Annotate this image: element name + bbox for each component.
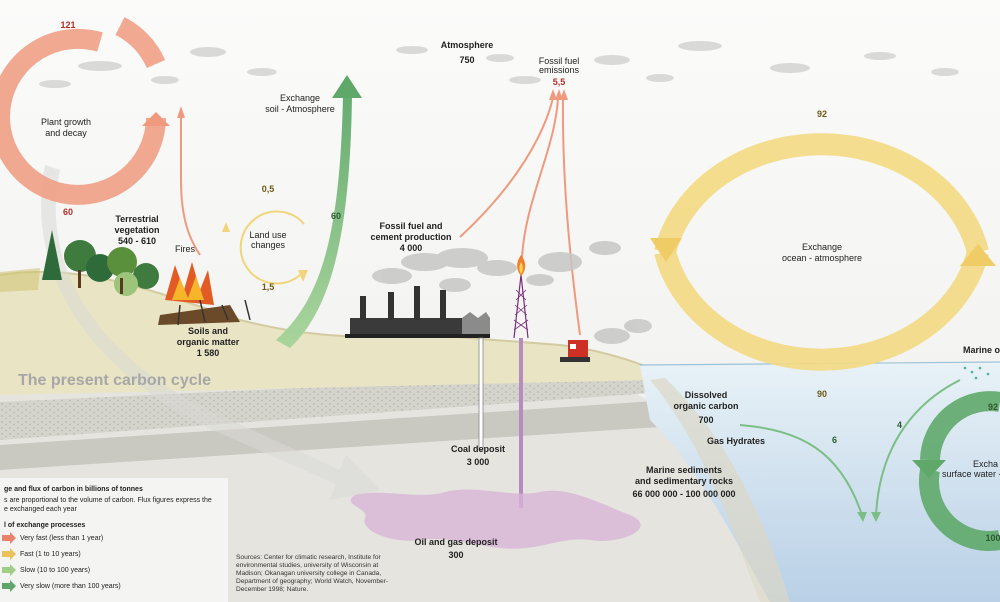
legend-line-3: e exchanged each year bbox=[4, 506, 77, 513]
fossil-emissions-label-1: Fossil fuel bbox=[539, 56, 580, 66]
truck bbox=[560, 340, 590, 362]
legend-section: l of exchange processes bbox=[4, 522, 85, 529]
gas-hydrates-label: Gas Hydrates bbox=[707, 436, 765, 446]
ocean-flux-arrowheads bbox=[857, 512, 881, 522]
soils-value: 1 580 bbox=[197, 348, 220, 358]
marine-sediments-label-1: Marine sediments bbox=[646, 465, 722, 475]
fossil-emission-arrowheads bbox=[549, 89, 568, 100]
sources-line-3: Madison; Okanagan university college in … bbox=[236, 570, 381, 577]
ocean bbox=[640, 362, 1000, 602]
diagram-title: The present carbon cycle bbox=[18, 372, 211, 389]
legend: ge and flux of carbon in billions of ton… bbox=[0, 478, 228, 602]
coal-label: Coal deposit bbox=[451, 444, 505, 454]
dissolved-label-2: organic carbon bbox=[673, 401, 738, 411]
fire-emission-arrow bbox=[177, 106, 201, 256]
land-use-cycle-arrow bbox=[222, 210, 308, 285]
terrestrial-label-2: vegetation bbox=[114, 225, 159, 235]
ocean-exchange-bottom-value: 90 bbox=[817, 389, 827, 399]
flux-4: 4 bbox=[897, 420, 902, 430]
soil-atmosphere-exchange-arrow bbox=[276, 75, 362, 348]
continental-slope bbox=[650, 378, 790, 602]
legend-swatch-0 bbox=[2, 532, 16, 544]
legend-line-2: s are proportional to the volume of carb… bbox=[4, 497, 212, 504]
land-use-bottom-value: 1,5 bbox=[262, 282, 275, 292]
oil-derrick bbox=[513, 255, 529, 339]
surface-exchange-label-1: Excha bbox=[973, 459, 998, 469]
ocean-flux-arrows bbox=[739, 379, 961, 516]
fossil-production-value: 4 000 bbox=[400, 243, 423, 253]
legend-item-label-1: Fast (1 to 10 years) bbox=[20, 551, 81, 558]
ocean-exchange-label-2: ocean - atmosphere bbox=[782, 253, 862, 263]
atmosphere-label: Atmosphere bbox=[441, 40, 494, 50]
soils-label-2: organic matter bbox=[177, 337, 240, 347]
atmosphere-value: 750 bbox=[459, 55, 474, 65]
fossil-production-label-2: cement production bbox=[370, 232, 451, 242]
oil-gas-value: 300 bbox=[448, 550, 463, 560]
fossil-emissions-value: 5,5 bbox=[553, 77, 566, 87]
surface-exchange-bottom-value: 100 bbox=[985, 533, 1000, 543]
plant-growth-cycle-arrow bbox=[0, 17, 170, 205]
plankton-dots bbox=[963, 366, 990, 380]
legend-swatch-3 bbox=[2, 580, 16, 592]
ocean-exchange-top-value: 92 bbox=[817, 109, 827, 119]
soil-exchange-label-2: soil - Atmosphere bbox=[265, 104, 335, 114]
fossil-emissions-label-2: emissions bbox=[539, 65, 580, 75]
legend-item-label-0: Very fast (less than 1 year) bbox=[20, 535, 103, 542]
land-use-label-2: changes bbox=[251, 240, 286, 250]
coal-pipe bbox=[478, 337, 484, 451]
legend-item-label-2: Slow (10 to 100 years) bbox=[20, 567, 90, 574]
plant-cycle-top-value: 121 bbox=[60, 20, 75, 30]
surface-water-exchange-arrow bbox=[912, 391, 1000, 552]
coal-value: 3 000 bbox=[467, 457, 490, 467]
surface-exchange-label-2: surface water - bbox=[942, 469, 1000, 479]
fires-label: Fires bbox=[175, 244, 195, 254]
flux-6: 6 bbox=[832, 435, 837, 445]
legend-item-label-3: Very slow (more than 100 years) bbox=[20, 583, 121, 590]
legend-swatch-1 bbox=[2, 548, 16, 560]
fossil-production-label-1: Fossil fuel and bbox=[379, 221, 442, 231]
terrestrial-value: 540 - 610 bbox=[118, 236, 156, 246]
factory-smoke bbox=[372, 241, 652, 344]
rock-stratum-upper bbox=[0, 372, 665, 440]
ocean-atmosphere-exchange-arrow bbox=[650, 133, 996, 371]
soil-exchange-value: 60 bbox=[331, 211, 341, 221]
oil-gas-label: Oil and gas deposit bbox=[414, 537, 497, 547]
legend-swatch-2 bbox=[2, 564, 16, 576]
land-use-label-1: Land use bbox=[249, 230, 286, 240]
background-arrow bbox=[41, 165, 380, 500]
clouds bbox=[39, 41, 959, 88]
land-surface bbox=[0, 271, 650, 395]
land-use-top-value: 0,5 bbox=[262, 184, 275, 194]
fossil-emission-arrows bbox=[459, 97, 581, 336]
factory bbox=[345, 286, 490, 338]
plant-cycle-label-1: Plant growth bbox=[41, 117, 91, 127]
marine-sediments-label-2: and sedimentary rocks bbox=[635, 476, 733, 486]
ocean-exchange-label-1: Exchange bbox=[802, 242, 842, 252]
dissolved-value: 700 bbox=[698, 415, 713, 425]
trees bbox=[0, 230, 159, 296]
terrestrial-label-1: Terrestrial bbox=[115, 214, 158, 224]
oil-gas-deposit-shape bbox=[350, 489, 641, 549]
dissolved-label-1: Dissolved bbox=[685, 390, 728, 400]
soil-exchange-label-1: Exchange bbox=[280, 93, 320, 103]
surface-exchange-top-value: 92 bbox=[988, 402, 998, 412]
soils-label-1: Soils and bbox=[188, 326, 228, 336]
forest-fire bbox=[158, 262, 251, 326]
sources-line-5: December 1998; Nature. bbox=[236, 586, 308, 593]
sources-line-4: Department of geography; World Watch, No… bbox=[236, 578, 388, 585]
marine-label: Marine o bbox=[963, 345, 1000, 355]
oil-pipe bbox=[519, 338, 523, 508]
sources-line-1: Sources: Center for climatic research, I… bbox=[236, 554, 382, 561]
plant-cycle-bottom-value: 60 bbox=[63, 207, 73, 217]
marine-sediments-value: 66 000 000 - 100 000 000 bbox=[632, 489, 735, 499]
legend-line-1: ge and flux of carbon in billions of ton… bbox=[4, 486, 143, 493]
rock-stratum-lower bbox=[0, 400, 690, 470]
sources-line-2: environmental studies, university of Wis… bbox=[236, 562, 378, 569]
plant-cycle-label-2: and decay bbox=[45, 128, 87, 138]
